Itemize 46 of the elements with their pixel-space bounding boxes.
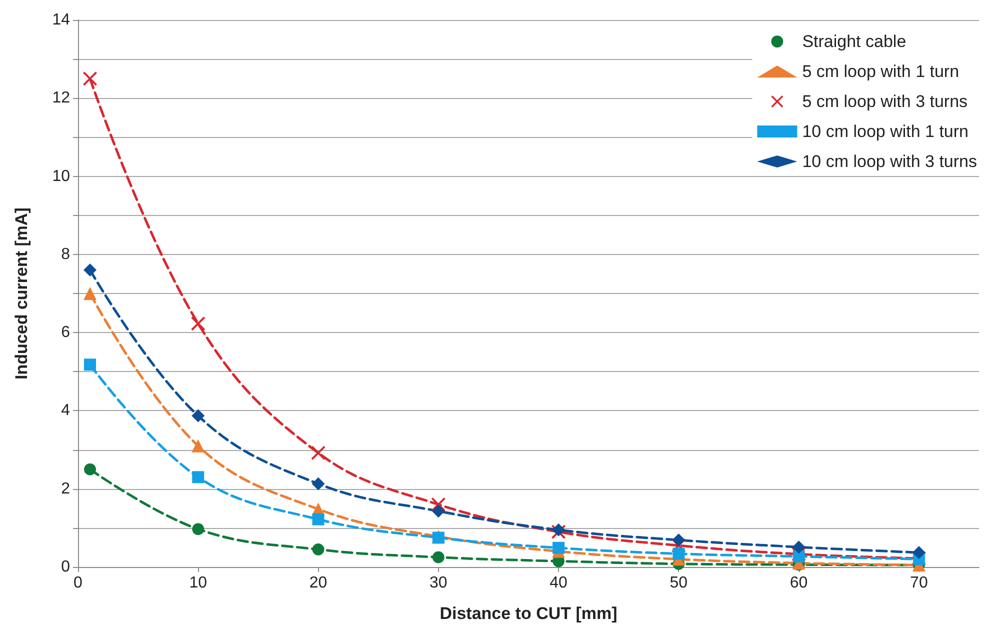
y-tick-label: 0 [61, 558, 70, 576]
y-tick-label: 6 [61, 324, 70, 342]
point [84, 287, 97, 300]
point [792, 540, 806, 554]
legend-label: 5 cm loop with 3 turns [802, 92, 968, 111]
y-tick-label: 10 [52, 168, 70, 185]
x-tick-label: 70 [910, 574, 928, 592]
x-tick-label: 30 [430, 574, 448, 592]
x-tick-label: 20 [309, 574, 328, 592]
y-tick-label: 2 [61, 480, 70, 498]
x-tick-label: 40 [550, 574, 568, 592]
point [192, 471, 204, 484]
y-tick-label: 8 [61, 246, 70, 263]
point [312, 513, 324, 526]
point [311, 446, 326, 460]
point [432, 551, 444, 564]
point [312, 543, 324, 556]
point [83, 72, 98, 86]
point [192, 523, 204, 536]
point [432, 504, 445, 518]
x-tick-label: 10 [189, 574, 208, 592]
legend-label: 10 cm loop with 3 turns [802, 152, 978, 171]
x-tick-label: 0 [74, 574, 83, 592]
y-tick-label: 4 [61, 402, 70, 420]
legend-label: 10 cm loop with 1 turn [802, 122, 969, 141]
x-tick-label: 50 [670, 574, 688, 592]
x-axis-title: Distance to CUT [mm] [440, 604, 618, 623]
point [84, 463, 96, 476]
y-tick-label: 14 [52, 12, 70, 28]
point [672, 534, 686, 547]
point [192, 439, 205, 452]
point [312, 477, 325, 490]
point [912, 546, 926, 560]
point [552, 542, 565, 554]
point [84, 358, 96, 371]
y-tick-label: 12 [52, 90, 70, 107]
point [672, 548, 685, 560]
point [84, 264, 97, 277]
legend-label: 5 cm loop with 1 turn [802, 62, 960, 81]
legend-label: Straight cable [802, 32, 906, 51]
point [191, 316, 206, 331]
point [792, 550, 805, 562]
y-axis-title: Induced current [mA] [12, 208, 31, 380]
point [192, 409, 205, 422]
x-tick-label: 60 [790, 574, 808, 592]
point [552, 523, 566, 536]
